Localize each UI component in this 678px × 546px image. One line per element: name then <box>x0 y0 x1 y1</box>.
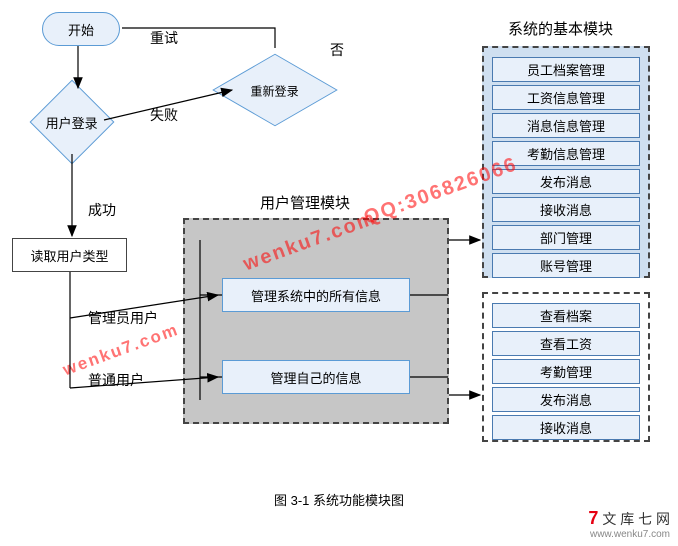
readtype-label: 读取用户类型 <box>30 246 108 265</box>
relogin-label: 重新登录 <box>251 81 299 99</box>
footer-url: www.wenku7.com <box>588 529 670 540</box>
manage-self-box: 管理自己的信息 <box>222 360 410 394</box>
manage-self-label: 管理自己的信息 <box>270 368 361 387</box>
fail-label: 失败 <box>150 105 178 125</box>
sys-module-title: 系统的基本模块 <box>508 18 613 39</box>
admin-label: 管理员用户 <box>88 308 158 328</box>
user-module-title: 用户管理模块 <box>260 192 350 213</box>
start-label: 开始 <box>68 20 94 39</box>
module-item: 消息信息管理 <box>492 113 640 138</box>
footer-seven: 7 <box>588 508 598 528</box>
module-item: 发布消息 <box>492 387 640 412</box>
module-item: 工资信息管理 <box>492 85 640 110</box>
login-diamond: 用户登录 <box>30 80 115 165</box>
sys-bottom-box: 查看档案 查看工资 考勤管理 发布消息 接收消息 <box>482 292 650 442</box>
module-item: 接收消息 <box>492 415 640 440</box>
module-item: 部门管理 <box>492 225 640 250</box>
footer-watermark: 7 文 库 七 网 www.wenku7.com <box>588 508 670 540</box>
module-item: 账号管理 <box>492 253 640 278</box>
retry-label: 重试 <box>150 28 178 48</box>
relogin-diamond: 重新登录 <box>212 54 338 126</box>
start-node: 开始 <box>42 12 120 46</box>
manage-all-label: 管理系统中的所有信息 <box>251 286 381 305</box>
success-label: 成功 <box>88 200 116 220</box>
normal-label: 普通用户 <box>88 370 144 390</box>
module-item: 查看档案 <box>492 303 640 328</box>
manage-all-box: 管理系统中的所有信息 <box>222 278 410 312</box>
no-label: 否 <box>330 40 344 60</box>
footer-text: 文 库 七 网 <box>598 511 670 527</box>
module-item: 考勤管理 <box>492 359 640 384</box>
module-item: 员工档案管理 <box>492 57 640 82</box>
login-label: 用户登录 <box>46 112 98 131</box>
module-item: 接收消息 <box>492 197 640 222</box>
readtype-node: 读取用户类型 <box>12 238 127 272</box>
module-item: 查看工资 <box>492 331 640 356</box>
figure-caption: 图 3-1 系统功能模块图 <box>0 490 678 509</box>
